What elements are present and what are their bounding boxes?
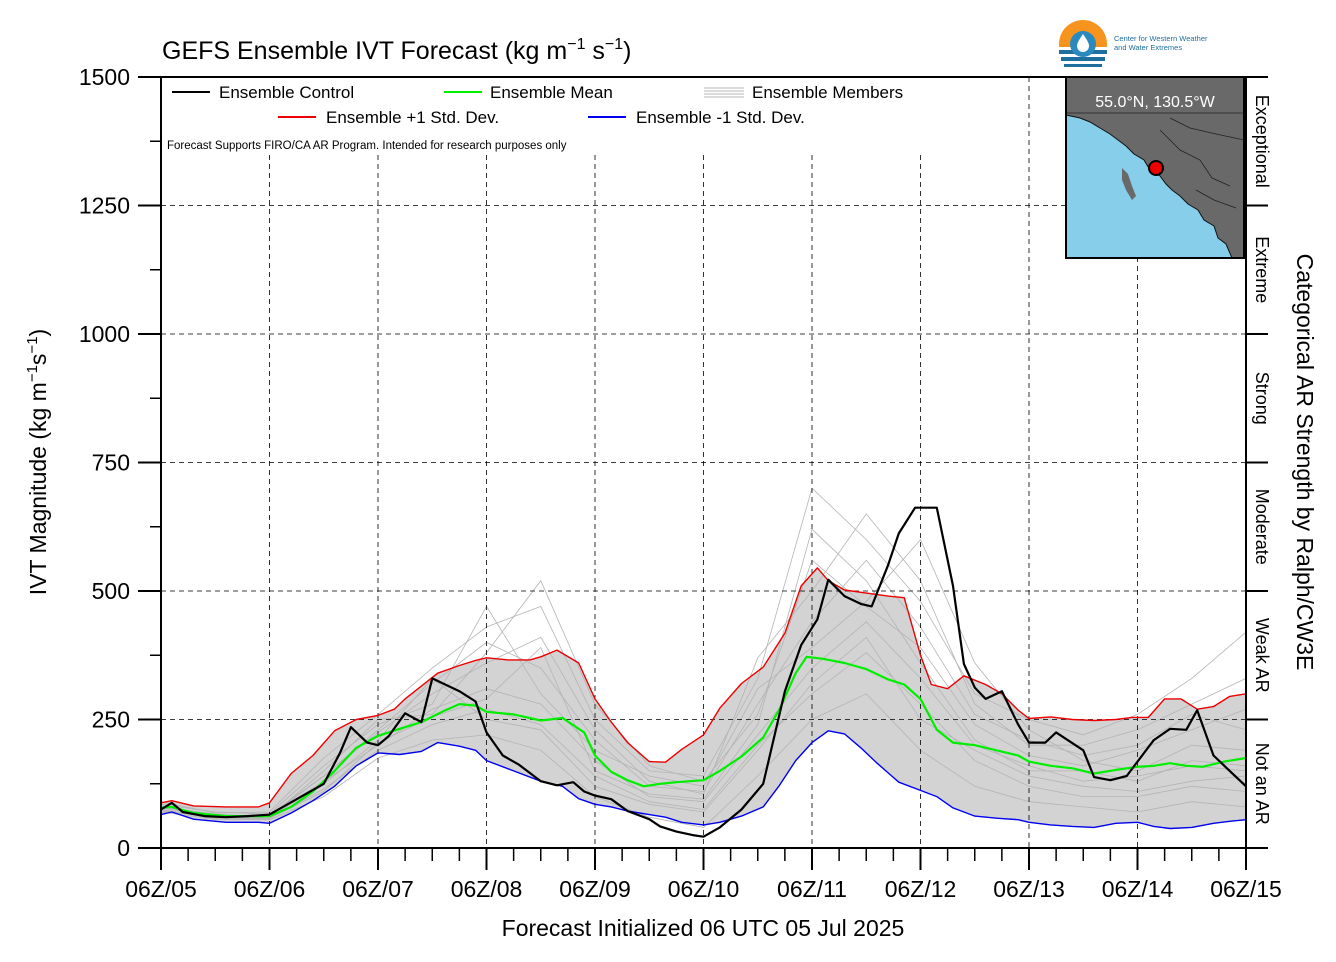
droplet-icon — [1077, 34, 1089, 52]
x-tick-label: 06Z/06 — [234, 876, 306, 902]
legend-label-plus: Ensemble +1 Std. Dev. — [326, 108, 499, 127]
inset-borders — [1159, 117, 1245, 209]
x-tick-label: 06Z/12 — [885, 876, 957, 902]
series-line-control — [160, 506, 1247, 838]
std-dev-band — [161, 567, 1246, 829]
x-tick-label: 06Z/13 — [993, 876, 1065, 902]
location-marker — [1148, 160, 1164, 176]
inset-location-label: 55.0°N, 130.5°W — [1095, 94, 1215, 111]
legend-label-minus: Ensemble -1 Std. Dev. — [636, 108, 805, 127]
series-line-mean — [160, 655, 1247, 818]
x-tick-label: 06Z/05 — [125, 876, 197, 902]
y-axis: 0 250 500 750 1000 1250 1500 — [79, 64, 161, 861]
category-label: Exceptional — [1252, 95, 1272, 188]
x-tick-label: 06Z/14 — [1102, 876, 1174, 902]
ensemble-member-line — [160, 693, 1247, 828]
legend: Ensemble Control Ensemble Mean Ensemble … — [167, 83, 903, 152]
y-tick-label: 750 — [92, 450, 130, 476]
x-axis: 06Z/05 06Z/06 06Z/07 06Z/08 06Z/09 06Z/10 06Z/… — [125, 848, 1282, 902]
right-axis-label: Categorical AR Strength by Ralph/CW3E — [1292, 254, 1318, 671]
y-tick-label: 1500 — [79, 64, 130, 90]
ensemble-member-line — [160, 528, 1247, 819]
location-inset-map: 55.0°N, 130.5°W — [1065, 76, 1245, 259]
category-label: Not an AR — [1252, 743, 1272, 825]
y-tick-label: 250 — [92, 707, 130, 733]
category-label: Extreme — [1252, 236, 1272, 303]
x-tick-label: 06Z/08 — [451, 876, 523, 902]
legend-swatch-members — [704, 87, 744, 98]
x-axis-label: Forecast Initialized 06 UTC 05 Jul 2025 — [502, 915, 905, 941]
x-tick-label: 06Z/11 — [777, 876, 847, 902]
ensemble-member-line — [160, 621, 1247, 818]
logo-text-line2: and Water Extremes — [1114, 43, 1182, 52]
category-label: Strong — [1252, 372, 1272, 425]
chart-title: GEFS Ensemble IVT Forecast (kg m−1 s−1) — [162, 36, 632, 65]
std-dev-shading — [161, 567, 1246, 829]
cw3e-logo: Center for Western Weather and Water Ext… — [1059, 20, 1208, 69]
y-tick-label: 1000 — [79, 321, 130, 347]
category-label: Moderate — [1252, 489, 1272, 565]
legend-label-members: Ensemble Members — [752, 83, 903, 102]
inset-frame — [1065, 76, 1245, 259]
series-line-plus — [160, 567, 1247, 808]
y-tick-label: 500 — [92, 578, 130, 604]
y-axis-label: IVT Magnitude (kg m−1s−1) — [24, 329, 51, 595]
logo-water — [1059, 50, 1107, 67]
x-tick-label: 06Z/07 — [342, 876, 414, 902]
inset-island — [1122, 168, 1136, 200]
category-label: Weak AR — [1252, 618, 1272, 693]
x-tick-label: 06Z/10 — [668, 876, 740, 902]
inset-coastline — [1065, 114, 1233, 259]
x-tick-label: 06Z/15 — [1210, 876, 1282, 902]
legend-label-mean: Ensemble Mean — [490, 83, 613, 102]
series-lines — [160, 506, 1247, 838]
x-tick-label: 06Z/09 — [559, 876, 631, 902]
logo-text-line1: Center for Western Weather — [1114, 34, 1208, 43]
y-tick-label: 0 — [117, 835, 130, 861]
series-line-minus — [160, 730, 1247, 830]
category-axis: Exceptional Extreme Strong Moderate Weak AR N… — [1246, 76, 1272, 849]
program-note: Forecast Supports FIRO/CA AR Program. In… — [167, 140, 567, 152]
legend-label-control: Ensemble Control — [219, 83, 354, 102]
ensemble-member-line — [160, 652, 1247, 820]
y-tick-label: 1250 — [79, 193, 130, 219]
